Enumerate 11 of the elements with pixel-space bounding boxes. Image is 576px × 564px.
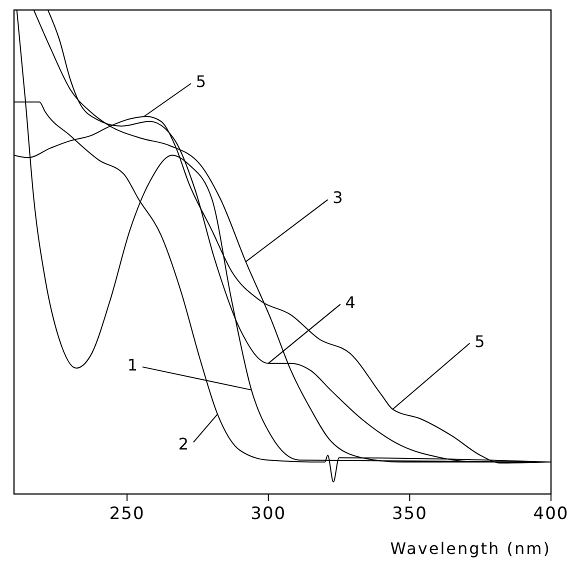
x-tick-label: 250: [109, 504, 145, 524]
annotation: 3: [332, 188, 343, 208]
x-tick-label: 350: [392, 504, 428, 524]
x-axis-title: Wavelength (nm): [390, 539, 551, 558]
annotation: 2: [178, 434, 189, 454]
annotation: 1: [127, 355, 138, 374]
x-tick-label: 300: [250, 504, 286, 524]
x-tick-label: 400: [533, 504, 569, 524]
annotation: 5: [474, 332, 485, 351]
annotation: 4: [345, 292, 356, 312]
annotation: 5: [196, 72, 206, 91]
